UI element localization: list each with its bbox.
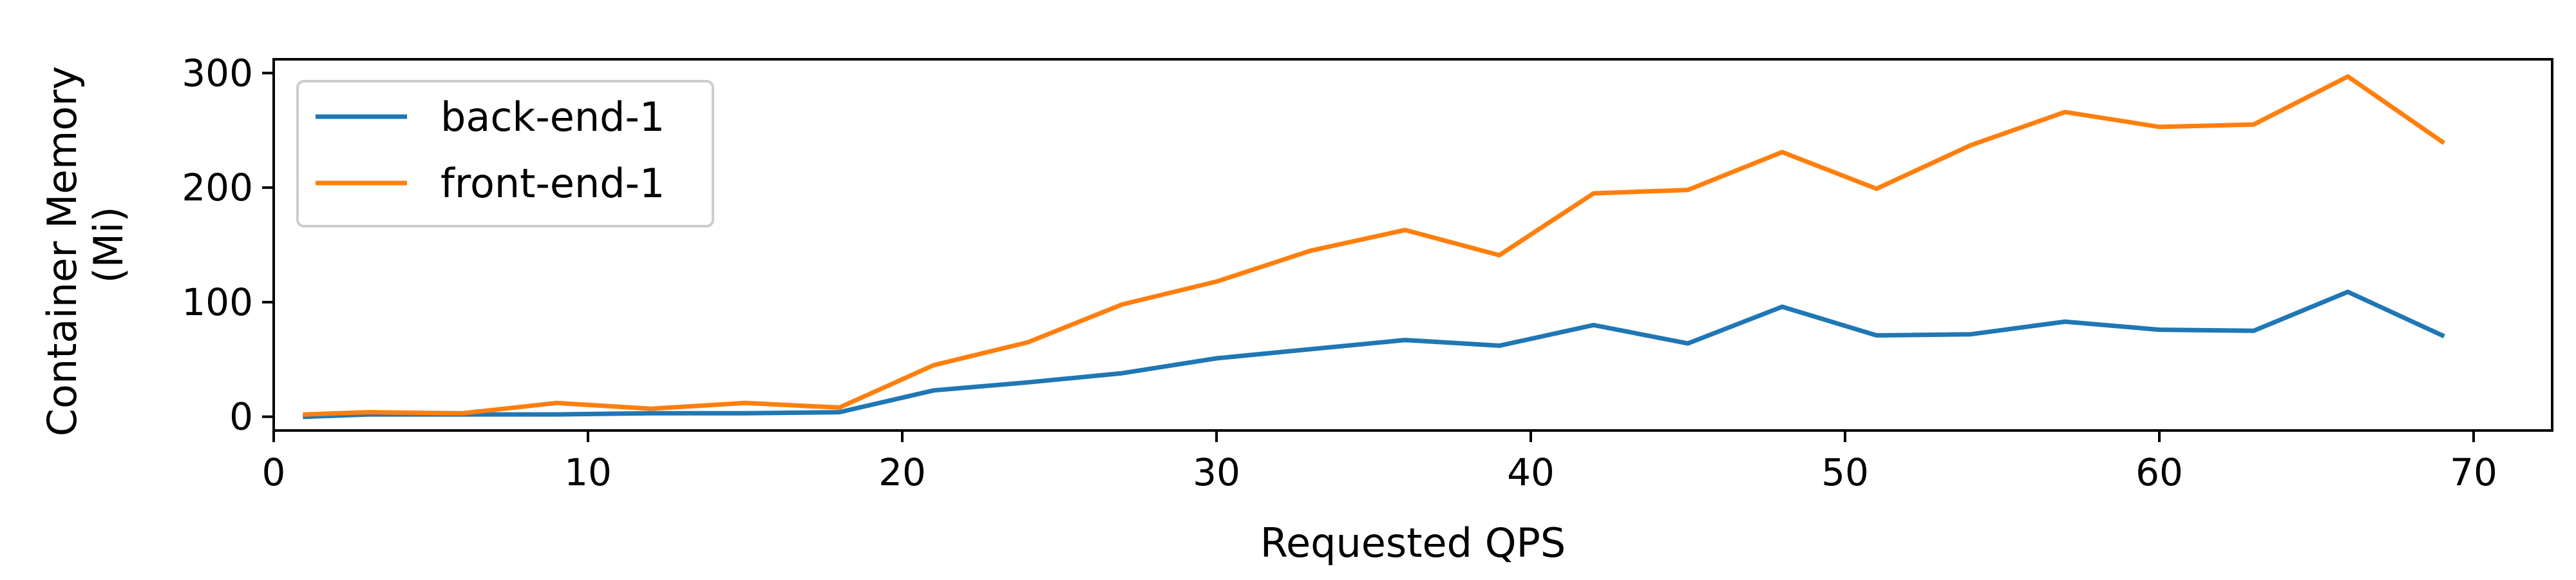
y-axis-title-line-1: Container Memory: [39, 66, 86, 436]
y-tick-label: 200: [182, 166, 253, 209]
legend: back-end-1 front-end-1: [296, 80, 714, 227]
x-tick-label: 0: [262, 450, 286, 494]
x-tick-label: 70: [2450, 450, 2497, 494]
x-tick-label: 50: [1821, 450, 1869, 494]
y-axis-title-line-2: (Mi): [85, 206, 132, 283]
series-layer: [303, 74, 2446, 420]
x-tick-label: 30: [1193, 450, 1240, 494]
y-axis-ticks: 0 100 200 300: [182, 51, 274, 439]
x-tick-label: 20: [878, 450, 926, 494]
series-line-front-end-1: [303, 74, 2446, 417]
series-line-back-end-1: [303, 289, 2445, 420]
y-tick-label: 0: [229, 395, 253, 439]
x-axis-ticks: 0 10 20 30 40 50 60 70: [262, 430, 2497, 494]
y-tick-label: 100: [182, 280, 253, 324]
x-tick-label: 10: [564, 450, 612, 494]
x-axis-title: Requested QPS: [1260, 519, 1566, 566]
x-tick-label: 60: [2136, 450, 2183, 494]
svg-text:Container Memory (Mi): Container Memory (Mi): [39, 53, 132, 437]
legend-label-back-end-1: back-end-1: [440, 93, 665, 140]
x-tick-label: 40: [1507, 450, 1555, 494]
legend-label-front-end-1: front-end-1: [440, 160, 665, 207]
plot-frame: [272, 58, 2553, 432]
y-tick-label: 300: [182, 51, 253, 95]
y-axis-title: Container Memory (Mi): [39, 53, 132, 437]
